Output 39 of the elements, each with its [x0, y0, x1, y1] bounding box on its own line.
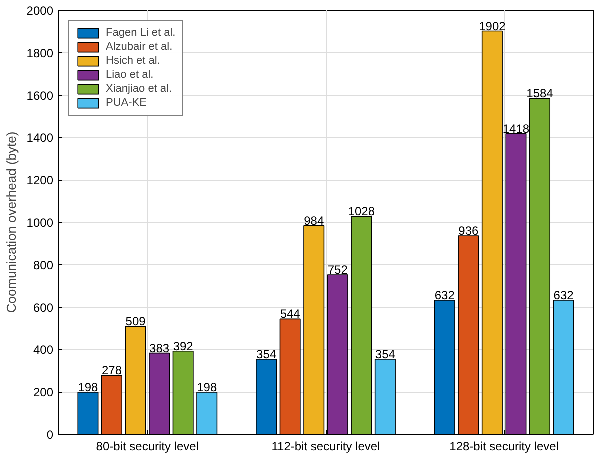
data-label: 509 — [126, 314, 146, 329]
y-tick-label: 1000 — [26, 216, 54, 230]
y-tick-label: 200 — [33, 386, 54, 400]
y-tick-label: 600 — [33, 300, 54, 315]
y-tick-label: 400 — [33, 343, 54, 358]
legend-label: Liao et al. — [106, 69, 154, 81]
data-label: 1902 — [479, 19, 506, 34]
legend-label: Alzubair et al. — [106, 41, 173, 53]
data-label: 392 — [173, 339, 194, 354]
data-label: 984 — [304, 214, 324, 228]
data-label: 354 — [375, 347, 396, 362]
data-label: 1418 — [502, 122, 530, 136]
data-label: 1028 — [348, 204, 376, 219]
y-tick-label: 1600 — [26, 88, 54, 103]
data-label: 936 — [458, 224, 480, 238]
legend-label: PUA-KE — [106, 97, 147, 109]
y-tick-label: 1200 — [26, 174, 54, 188]
y-tick-label: 1400 — [26, 131, 54, 146]
y-axis-title: Coomunication overhead (byte) — [4, 132, 19, 314]
legend-label: Hsich et al. — [106, 55, 160, 67]
x-tick-label: 80-bit security level — [96, 440, 200, 454]
data-label: 632 — [434, 288, 456, 303]
legend-label: Xianjiao et al. — [106, 83, 172, 95]
data-label: 632 — [554, 288, 574, 303]
data-label: 198 — [197, 380, 218, 395]
data-label: 278 — [102, 364, 122, 378]
y-tick-label: 1800 — [26, 46, 54, 60]
data-label: 752 — [328, 263, 348, 278]
data-label: 198 — [78, 380, 99, 395]
y-tick-label: 2000 — [26, 4, 54, 18]
y-tick-label: 0 — [46, 428, 54, 442]
data-label: 383 — [150, 341, 170, 356]
x-tick-label: 112-bit security level — [272, 440, 380, 454]
x-tick-label: 128-bit security level — [450, 440, 560, 454]
data-label: 1584 — [526, 86, 554, 101]
data-label: 354 — [256, 347, 277, 362]
legend-label: Fagen Li et al. — [106, 27, 176, 39]
y-tick-label: 800 — [33, 258, 54, 272]
data-label: 544 — [280, 307, 301, 322]
